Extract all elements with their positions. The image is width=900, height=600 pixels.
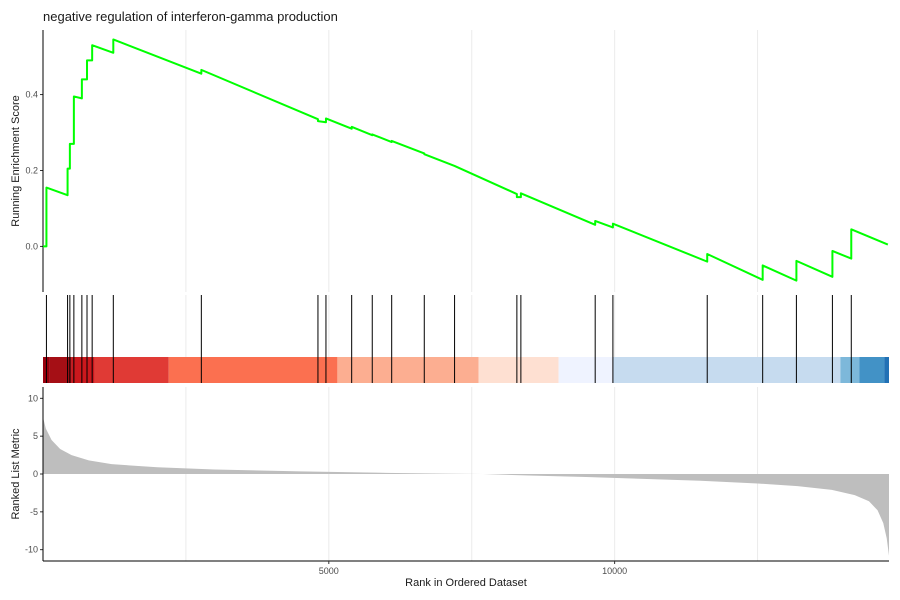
color-band bbox=[884, 357, 889, 383]
x-tick-label: 10000 bbox=[602, 566, 627, 576]
color-band bbox=[558, 357, 613, 383]
color-band bbox=[168, 357, 338, 383]
color-band bbox=[71, 357, 95, 383]
chart-title: negative regulation of interferon-gamma … bbox=[43, 9, 338, 24]
gene-hit-marks bbox=[45, 295, 852, 383]
color-band bbox=[94, 357, 169, 383]
enrichment-y-axis: 0.0 0.2 0.4 bbox=[25, 90, 43, 251]
ranked-metric-y-axis: 10 5 0 -5 -10 bbox=[25, 393, 43, 555]
hits-grid bbox=[185, 295, 759, 357]
enrichment-grid bbox=[185, 30, 759, 292]
color-bar bbox=[43, 357, 889, 383]
y-tick-label: 10 bbox=[28, 393, 38, 403]
x-tick-label: 5000 bbox=[319, 566, 339, 576]
color-band bbox=[49, 357, 72, 383]
y-tick-label: 0 bbox=[33, 469, 38, 479]
y-tick-label: -5 bbox=[30, 507, 38, 517]
y-tick-label: 0.0 bbox=[25, 241, 38, 251]
enrichment-score-line bbox=[43, 38, 889, 282]
y-tick-label: 0.4 bbox=[25, 90, 38, 100]
x-axis-title: Rank in Ordered Dataset bbox=[405, 577, 527, 589]
enrichment-panel: 0.0 0.2 0.4 Running Enrichment Score bbox=[10, 30, 889, 292]
y-tick-label: 0.2 bbox=[25, 165, 38, 175]
x-axis: 5000 10000 bbox=[319, 561, 627, 576]
ranked-metric-panel: 10 5 0 -5 -10 5000 10000 Ranked List Metric R… bbox=[10, 387, 889, 589]
color-band bbox=[859, 357, 885, 383]
color-band bbox=[478, 357, 559, 383]
color-band bbox=[612, 357, 841, 383]
y-tick-label: 5 bbox=[33, 431, 38, 441]
y-tick-label: -10 bbox=[25, 545, 38, 555]
ranked-metric-y-axis-title: Ranked List Metric bbox=[10, 428, 22, 520]
color-band bbox=[337, 357, 479, 383]
ranked-metric-area bbox=[43, 417, 889, 556]
hits-panel bbox=[43, 295, 889, 383]
color-band bbox=[840, 357, 860, 383]
enrichment-y-axis-title: Running Enrichment Score bbox=[10, 95, 22, 226]
